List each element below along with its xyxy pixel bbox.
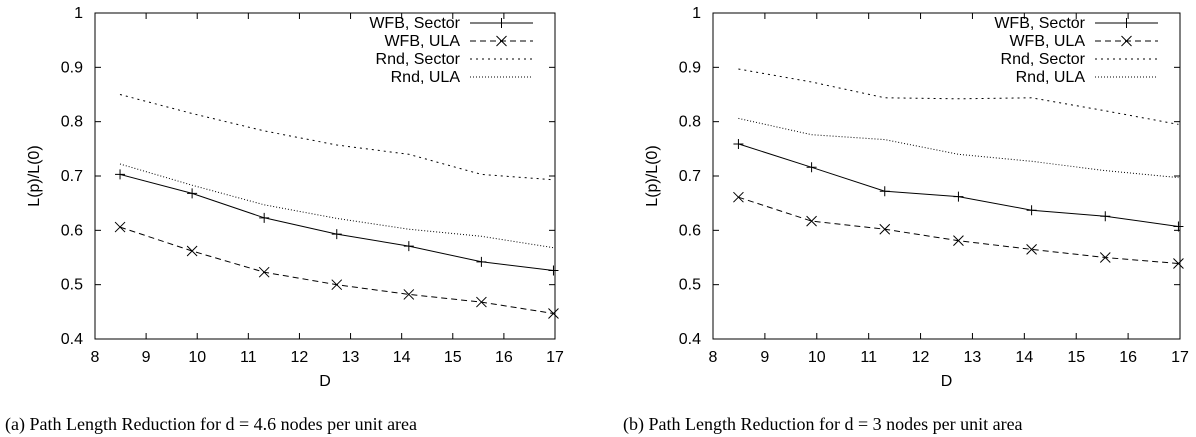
y-tick-label: 0.6 xyxy=(679,222,701,239)
y-tick-label: 0.5 xyxy=(679,277,701,294)
y-tick-label: 0.7 xyxy=(61,168,83,185)
x-tick-label: 15 xyxy=(1067,349,1085,366)
data-point-marker xyxy=(733,138,744,149)
series-line-3 xyxy=(119,163,554,249)
x-tick-label: 17 xyxy=(1171,349,1189,366)
data-point-marker xyxy=(403,289,415,300)
data-point-marker xyxy=(879,186,890,197)
y-tick-label: 0.7 xyxy=(679,168,701,185)
series-line-2 xyxy=(119,94,554,181)
y-tick-label: 0.9 xyxy=(61,59,83,76)
x-tick-label: 16 xyxy=(1119,349,1137,366)
legend-marker xyxy=(496,18,507,28)
plot-frame xyxy=(712,12,1181,340)
legend-marker xyxy=(1121,18,1132,28)
x-tick-label: 12 xyxy=(912,349,930,366)
x-tick-label: 15 xyxy=(444,349,462,366)
legend-label: WFB, ULA xyxy=(384,33,460,50)
legend-label: Rnd, Sector xyxy=(1001,51,1086,68)
figure-caption: (b) Path Length Reduction for d = 3 node… xyxy=(623,414,1023,435)
data-point-marker xyxy=(476,256,487,267)
y-axis-label: L(p)/L(0) xyxy=(26,145,43,206)
data-point-marker xyxy=(1100,211,1111,222)
data-point-marker xyxy=(1099,252,1111,263)
data-point-marker xyxy=(548,265,559,276)
x-tick-label: 16 xyxy=(495,349,513,366)
y-tick-label: 0.6 xyxy=(61,222,83,239)
data-point-marker xyxy=(548,308,559,319)
data-point-marker xyxy=(187,188,198,199)
x-tick-label: 10 xyxy=(808,349,826,366)
chart-panel-a: 8 9 10 11 12 13 14 15 16 17 0.4 0.5 0.6 0.7 0.8 0.9 1 D L(… xyxy=(5,5,564,435)
series-line-3 xyxy=(738,117,1179,179)
y-tick-label: 0.5 xyxy=(61,277,83,294)
x-tick-label: 11 xyxy=(240,349,257,366)
x-tick-label: 13 xyxy=(964,349,982,366)
y-tick-label: 0.8 xyxy=(679,114,701,131)
series-line-0 xyxy=(119,173,554,271)
data-point-marker xyxy=(1026,243,1037,255)
legend-marker xyxy=(1121,35,1132,47)
x-tick-label: 12 xyxy=(291,349,309,366)
y-tick-label: 0.9 xyxy=(679,59,701,76)
y-tick-label: 0.4 xyxy=(61,331,83,348)
data-point-marker xyxy=(1026,205,1037,216)
data-point-marker xyxy=(476,296,487,308)
data-point-marker xyxy=(733,191,744,203)
series-line-2 xyxy=(738,68,1179,125)
y-tick-label: 0.4 xyxy=(679,331,701,348)
legend-marker xyxy=(496,35,507,47)
data-point-marker xyxy=(115,169,126,180)
x-tick-label: 8 xyxy=(91,349,100,366)
plot-frame xyxy=(94,12,556,340)
legend-label: Rnd, Sector xyxy=(376,51,461,68)
x-tick-label: 14 xyxy=(393,349,411,366)
figure-caption: (a) Path Length Reduction for d = 4.6 no… xyxy=(5,414,417,435)
x-tick-label: 9 xyxy=(142,349,151,366)
data-point-marker xyxy=(806,215,817,227)
x-tick-label: 9 xyxy=(760,349,769,366)
data-point-marker xyxy=(258,266,270,278)
data-point-marker xyxy=(1173,258,1184,269)
chart-panel-b: 8 9 10 11 12 13 14 15 16 17 0.4 0.5 0.6 0.7 0.8 0.9 1 D L(… xyxy=(623,5,1189,435)
x-tick-label: 14 xyxy=(1015,349,1033,366)
legend-label: WFB, Sector xyxy=(994,15,1085,32)
data-point-marker xyxy=(114,221,126,233)
x-tick-label: 17 xyxy=(546,349,564,366)
x-tick-label: 8 xyxy=(709,349,718,366)
x-tick-label: 10 xyxy=(188,349,206,366)
series-line-1 xyxy=(738,196,1179,264)
data-point-marker xyxy=(186,245,198,257)
data-point-marker xyxy=(879,223,891,235)
data-point-marker xyxy=(953,235,964,247)
legend-label: Rnd, ULA xyxy=(391,69,461,86)
legend-label: WFB, ULA xyxy=(1009,33,1085,50)
y-tick-label: 1 xyxy=(692,5,701,22)
x-axis-label: D xyxy=(319,373,331,390)
x-tick-label: 11 xyxy=(860,349,877,366)
legend-label: WFB, Sector xyxy=(369,15,460,32)
y-tick-label: 1 xyxy=(74,5,83,22)
data-point-marker xyxy=(1173,221,1184,232)
series-line-1 xyxy=(119,226,554,314)
data-point-marker xyxy=(259,212,270,223)
y-axis-label: L(p)/L(0) xyxy=(644,145,661,206)
y-tick-label: 0.8 xyxy=(61,114,83,131)
x-axis-label: D xyxy=(941,373,953,390)
x-tick-label: 13 xyxy=(342,349,360,366)
data-point-marker xyxy=(806,162,817,173)
data-point-marker xyxy=(331,279,343,291)
data-point-marker xyxy=(953,191,964,202)
series-line-0 xyxy=(738,143,1179,227)
legend-label: Rnd, ULA xyxy=(1016,69,1086,86)
data-point-marker xyxy=(403,241,414,252)
data-point-marker xyxy=(331,229,342,240)
